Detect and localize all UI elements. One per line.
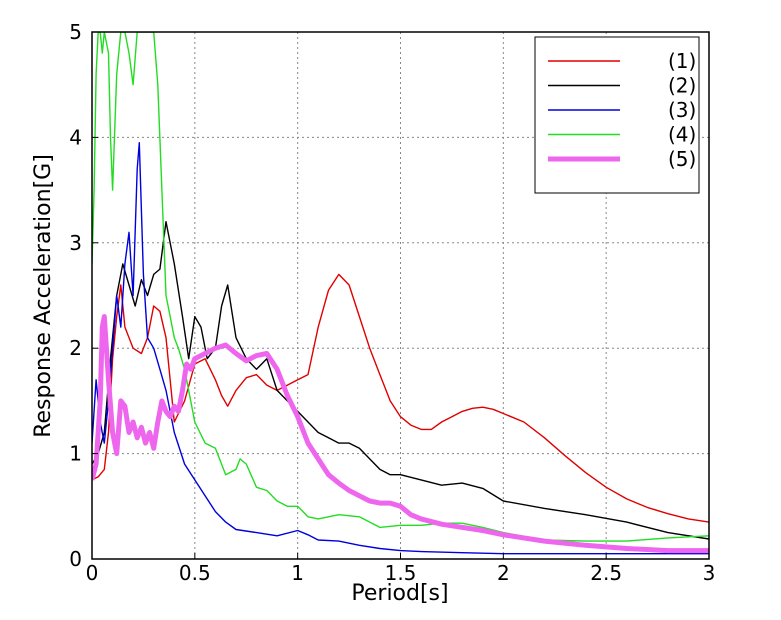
series-layer (92, 32, 709, 555)
x-tick-label: 1.5 (385, 561, 417, 585)
y-tick-label: 0 (69, 547, 82, 571)
legend-label-1: (1) (668, 49, 696, 73)
y-tick-label: 3 (69, 231, 82, 255)
axis-ticks: 0 0.5 1 1.5 2 2.5 3 0 1 2 3 4 5 (69, 20, 715, 585)
series-line-2 (92, 220, 709, 540)
series-line-4 (92, 32, 709, 542)
legend-label-3: (3) (668, 98, 696, 122)
y-tick-label: 5 (69, 20, 82, 44)
y-tick-label: 2 (69, 336, 82, 360)
legend-box (534, 36, 700, 194)
x-tick-label: 1 (291, 561, 304, 585)
series-line-5 (92, 314, 709, 554)
y-tick-label: 4 (69, 125, 82, 149)
x-tick-label: 0.5 (179, 561, 211, 585)
x-tick-label: 2.5 (590, 561, 622, 585)
legend: (1)(2)(3)(4)(5) (534, 36, 700, 194)
y-axis-label: Response Acceleration[G] (31, 154, 56, 438)
legend-label-5: (5) (668, 147, 696, 171)
x-tick-label: 3 (703, 561, 716, 585)
x-tick-label: 2 (497, 561, 510, 585)
legend-label-2: (2) (668, 74, 696, 98)
x-tick-label: 0 (86, 561, 99, 585)
x-axis-label: Period[s] (351, 581, 448, 606)
series-line-3 (92, 141, 709, 555)
y-tick-label: 1 (69, 442, 82, 466)
legend-label-4: (4) (668, 123, 696, 147)
series-line-1 (92, 273, 709, 523)
